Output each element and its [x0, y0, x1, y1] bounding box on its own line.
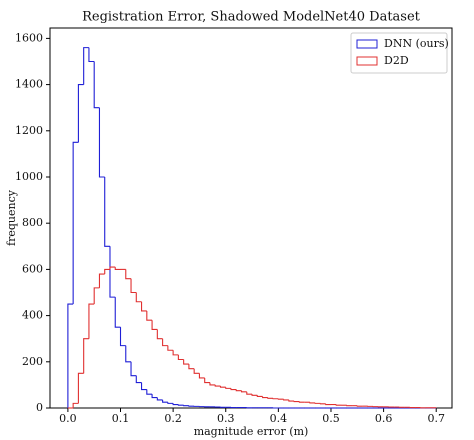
histogram-step — [335, 404, 342, 406]
histogram-step — [204, 377, 210, 384]
histogram-step — [167, 402, 174, 404]
legend-label: D2D — [384, 54, 409, 67]
histogram-step — [151, 320, 158, 331]
histogram-step — [167, 345, 174, 351]
histogram-step — [246, 391, 253, 395]
histogram-step — [146, 310, 153, 321]
histogram-step — [83, 47, 89, 85]
histogram-step — [251, 394, 258, 396]
histogram-step — [156, 329, 163, 340]
histogram-step — [88, 303, 95, 339]
y-tick-label: 1600 — [15, 31, 43, 44]
y-tick-label: 800 — [22, 216, 43, 229]
histogram-step — [267, 397, 274, 399]
x-tick-label: 0.3 — [217, 412, 235, 425]
histogram-step — [283, 399, 289, 401]
histogram-step — [156, 397, 163, 401]
histogram-step — [225, 387, 232, 389]
histogram-step — [198, 373, 205, 379]
histogram-step — [77, 84, 84, 143]
y-tick-label: 1400 — [15, 78, 43, 91]
histogram-step — [325, 403, 331, 406]
histogram-step — [125, 269, 132, 280]
histogram-step — [172, 403, 179, 406]
histogram-step — [109, 266, 116, 270]
histogram-step — [193, 368, 200, 374]
legend-swatch — [356, 56, 378, 66]
histogram-step — [114, 297, 121, 328]
histogram-step — [183, 359, 189, 365]
histogram-step — [135, 375, 142, 384]
histogram-step — [141, 301, 147, 312]
histogram-step — [141, 382, 147, 391]
histogram-step — [288, 399, 295, 402]
histogram-step — [240, 390, 247, 393]
histogram-step — [235, 389, 242, 392]
x-tick-label: 0.6 — [375, 412, 393, 425]
histogram-step — [256, 395, 263, 397]
legend-box — [350, 32, 448, 74]
histogram-step — [98, 107, 105, 178]
legend-swatch — [356, 39, 378, 49]
histogram-step — [209, 382, 216, 386]
y-tick-label: 1000 — [15, 170, 43, 183]
y-tick-label: 600 — [22, 262, 43, 275]
y-tick-label: 0 — [36, 401, 43, 414]
y-tick-label: 200 — [22, 355, 43, 368]
histogram-step — [119, 327, 126, 347]
histogram-step — [109, 246, 116, 298]
histogram-step — [219, 386, 226, 388]
histogram-step — [135, 292, 142, 303]
histogram-step — [67, 303, 74, 408]
x-tick-label: 0.1 — [112, 412, 130, 425]
histogram-step — [72, 402, 79, 408]
histogram-step — [262, 396, 268, 399]
histogram-step — [172, 350, 179, 356]
legend-label: DNN (ours) — [384, 37, 449, 50]
histogram-step — [177, 354, 184, 361]
histogram-step — [188, 364, 195, 370]
plot-frame — [49, 27, 453, 409]
histogram-step — [93, 287, 100, 305]
histogram-step — [151, 394, 158, 399]
histogram-step — [309, 402, 316, 404]
histogram-step — [162, 399, 168, 403]
chart-title: Registration Error, Shadowed ModelNet40 … — [82, 10, 421, 25]
x-tick-label: 0.7 — [427, 412, 445, 425]
histogram-step — [114, 267, 121, 270]
x-tick-label: 0.5 — [322, 412, 340, 425]
histogram-step — [72, 141, 79, 305]
histogram-step — [88, 47, 95, 63]
histogram-step — [104, 176, 110, 247]
histogram-step — [230, 388, 237, 391]
histogram-step — [77, 372, 84, 404]
histogram-step — [98, 273, 105, 288]
y-tick-label: 1200 — [15, 124, 43, 137]
histogram-step — [93, 61, 100, 109]
histogram-step — [162, 338, 168, 347]
x-tick-label: 0.4 — [270, 412, 288, 425]
x-tick-label: 0.2 — [164, 412, 182, 425]
histogram-step — [146, 389, 153, 395]
histogram-step — [125, 345, 132, 363]
histogram-step — [177, 404, 184, 406]
histogram-step — [130, 361, 137, 377]
histogram-step — [298, 401, 305, 403]
histogram-step — [214, 384, 221, 387]
y-axis-label: frequency — [5, 189, 18, 246]
y-tick-label: 400 — [22, 309, 43, 322]
x-tick-label: 0.0 — [59, 412, 77, 425]
histogram-step — [83, 338, 89, 374]
x-axis-label: magnitude error (m) — [194, 425, 309, 438]
histogram-step — [104, 268, 110, 275]
histogram-step — [130, 278, 137, 294]
